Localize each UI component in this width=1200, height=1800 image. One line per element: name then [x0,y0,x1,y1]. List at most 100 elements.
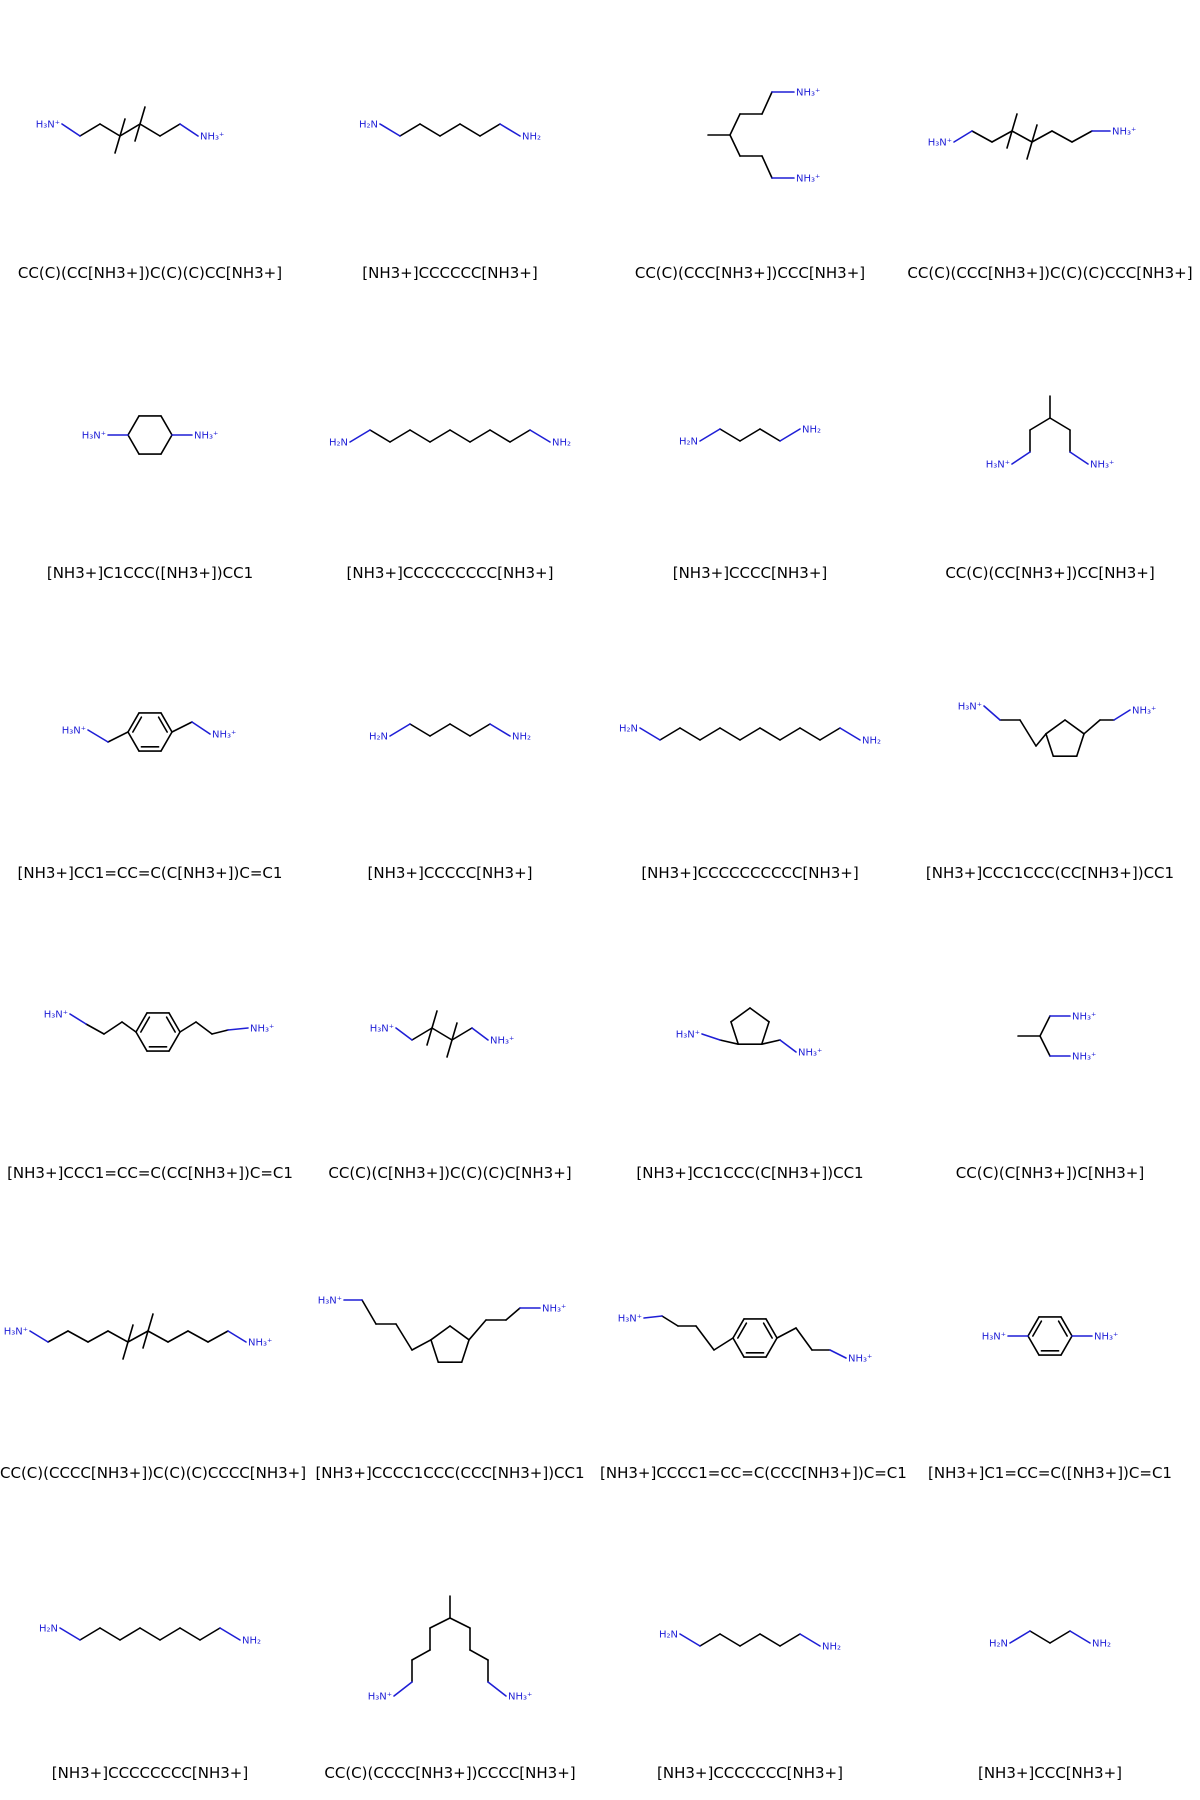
bond [759,1633,781,1647]
smiles-label: [NH3+]CC1CCC(C[NH3+])CC1 [636,1164,864,1182]
molecule-cell: H₂N NH₂ [NH3+]CCCCC[NH3+] [300,600,600,900]
bond [659,727,681,741]
molecule-cell: H₂N NH₂ [NH3+]CCCC[NH3+] [600,300,900,600]
bond-to-nitrogen [499,123,521,137]
bond [79,1627,101,1641]
bond [679,727,701,741]
amine-group-label: NH₃⁺ [248,1338,272,1349]
bond-to-nitrogen [69,1013,87,1025]
bond [451,1027,473,1041]
bond [1064,719,1085,735]
smiles-label: [NH3+]CCCC[NH3+] [672,564,828,582]
amine-group-label: H₂N [619,724,638,735]
molecule-structure: H₃N⁺ NH₃⁺ [318,1296,566,1363]
molecule-structure: H₃N⁺ NH₃⁺ [986,395,1114,471]
bond [1051,130,1073,143]
bond [449,723,471,737]
bond [1060,1316,1073,1337]
bond [795,1327,813,1351]
molecule-structure: H₃N⁺ NH₃⁺ [368,1595,532,1703]
smiles-label: CC(C)(CC[NH3+])CC[NH3+] [945,564,1155,582]
amine-group-label: H₃N⁺ [982,1332,1006,1343]
molecule-structure: H₃N⁺ NH₃⁺ [982,1316,1118,1356]
molecule-cell: H₂N NH₂ [NH3+]CCCCCCC[NH3+] [600,1500,900,1800]
bond-to-nitrogen [839,727,861,741]
molecule-cell: H₂N NH₂ [NH3+]CCCCCCCC[NH3+] [0,1500,300,1800]
bond [139,123,161,137]
bond [159,123,181,137]
bond-to-nitrogen [487,1681,507,1697]
bond [779,1633,801,1647]
bond [134,123,141,142]
bond [760,1021,770,1045]
bond [167,1330,189,1343]
molecule-structure: H₃N⁺ NH₃⁺ [676,1007,822,1059]
amine-group-label: H₃N⁺ [62,726,86,737]
bond [739,1633,761,1647]
bond [713,1337,734,1351]
bond [971,130,993,143]
molecule-structure: H₂N NH₂ [329,429,571,449]
amine-group-label: NH₃⁺ [1090,460,1114,471]
amine-group-label: H₂N [989,1639,1008,1650]
amine-group-label: NH₃⁺ [798,1048,822,1059]
bond-to-nitrogen [471,1027,489,1041]
bond [449,1617,471,1629]
amine-group-label: NH₂ [802,425,821,436]
bond [160,712,173,733]
molecule-structure: H₂N NH₂ [619,724,881,747]
amine-group-label: NH₂ [552,438,571,449]
molecule-structure: H₃N⁺ NH₃⁺ [370,1010,514,1058]
amine-group-label: NH₃⁺ [848,1354,872,1365]
bond-to-nitrogen [643,1315,663,1319]
amine-group-label: NH₃⁺ [490,1036,514,1047]
bond-to-nitrogen [87,729,109,743]
bond [1045,733,1055,757]
bond [411,1027,433,1041]
bond [119,118,126,137]
bond [1011,130,1033,143]
smiles-label: [NH3+]CCC1CCC(CC[NH3+])CC1 [925,864,1175,882]
smiles-label: [NH3+]C1CCC([NH3+])CC1 [46,564,254,582]
bond-to-nitrogen [179,123,199,137]
amine-group-label: NH₃⁺ [212,730,236,741]
bond [739,727,761,741]
bond [87,1330,109,1343]
bond [799,727,821,741]
bond [211,1029,229,1035]
molecule-cell: H₃N⁺ NH₃⁺ [NH3+]C1CCC([NH3+])CC1 [0,300,300,600]
molecule-structure: NH₃⁺ NH₃⁺ [707,88,820,185]
bond [429,723,451,737]
amine-group-label: H₃N⁺ [36,120,60,131]
bond [469,1649,489,1661]
bond [179,1627,201,1641]
bond [469,723,491,737]
bond [168,1031,181,1052]
bond [127,415,140,436]
bond-to-nitrogen [1009,1630,1031,1644]
molecule-structure: H₃N⁺ NH₃⁺ [36,106,224,154]
bond [765,1318,778,1339]
molecule-cell: H₃N⁺ NH₃⁺ [NH3+]CC1=CC=C(C[NH3+])C=C1 [0,600,300,900]
smiles-label: CC(C)(CCC[NH3+])CCC[NH3+] [634,264,866,282]
bond [732,1337,745,1358]
bond-to-nitrogen [379,123,401,137]
smiles-label: CC(C)(CCC[NH3+])C(C)(C)CCC[NH3+] [907,264,1193,282]
bond [761,155,773,179]
molecule-cell: H₂N NH₂ [NH3+]CCCCCCCCCC[NH3+] [600,600,900,900]
amine-group-label: NH₃⁺ [1072,1012,1096,1023]
molecule-structure: H₃N⁺ NH₃⁺ [4,1313,272,1360]
bond [127,434,140,455]
amine-group-label: H₃N⁺ [82,431,106,442]
bond [1026,141,1033,160]
bond [122,1341,129,1360]
bond [1071,130,1093,143]
molecule-structure: H₂N NH₂ [679,425,821,448]
amine-group-label: NH₃⁺ [796,174,820,185]
bond [1057,1320,1068,1337]
bond [719,727,741,741]
bond [1045,719,1066,735]
bond [199,1627,221,1641]
bond [389,429,411,443]
molecule-cell: H₃N⁺ NH₃⁺ [NH3+]CCC1CCC(CC[NH3+])CC1 [900,600,1200,900]
